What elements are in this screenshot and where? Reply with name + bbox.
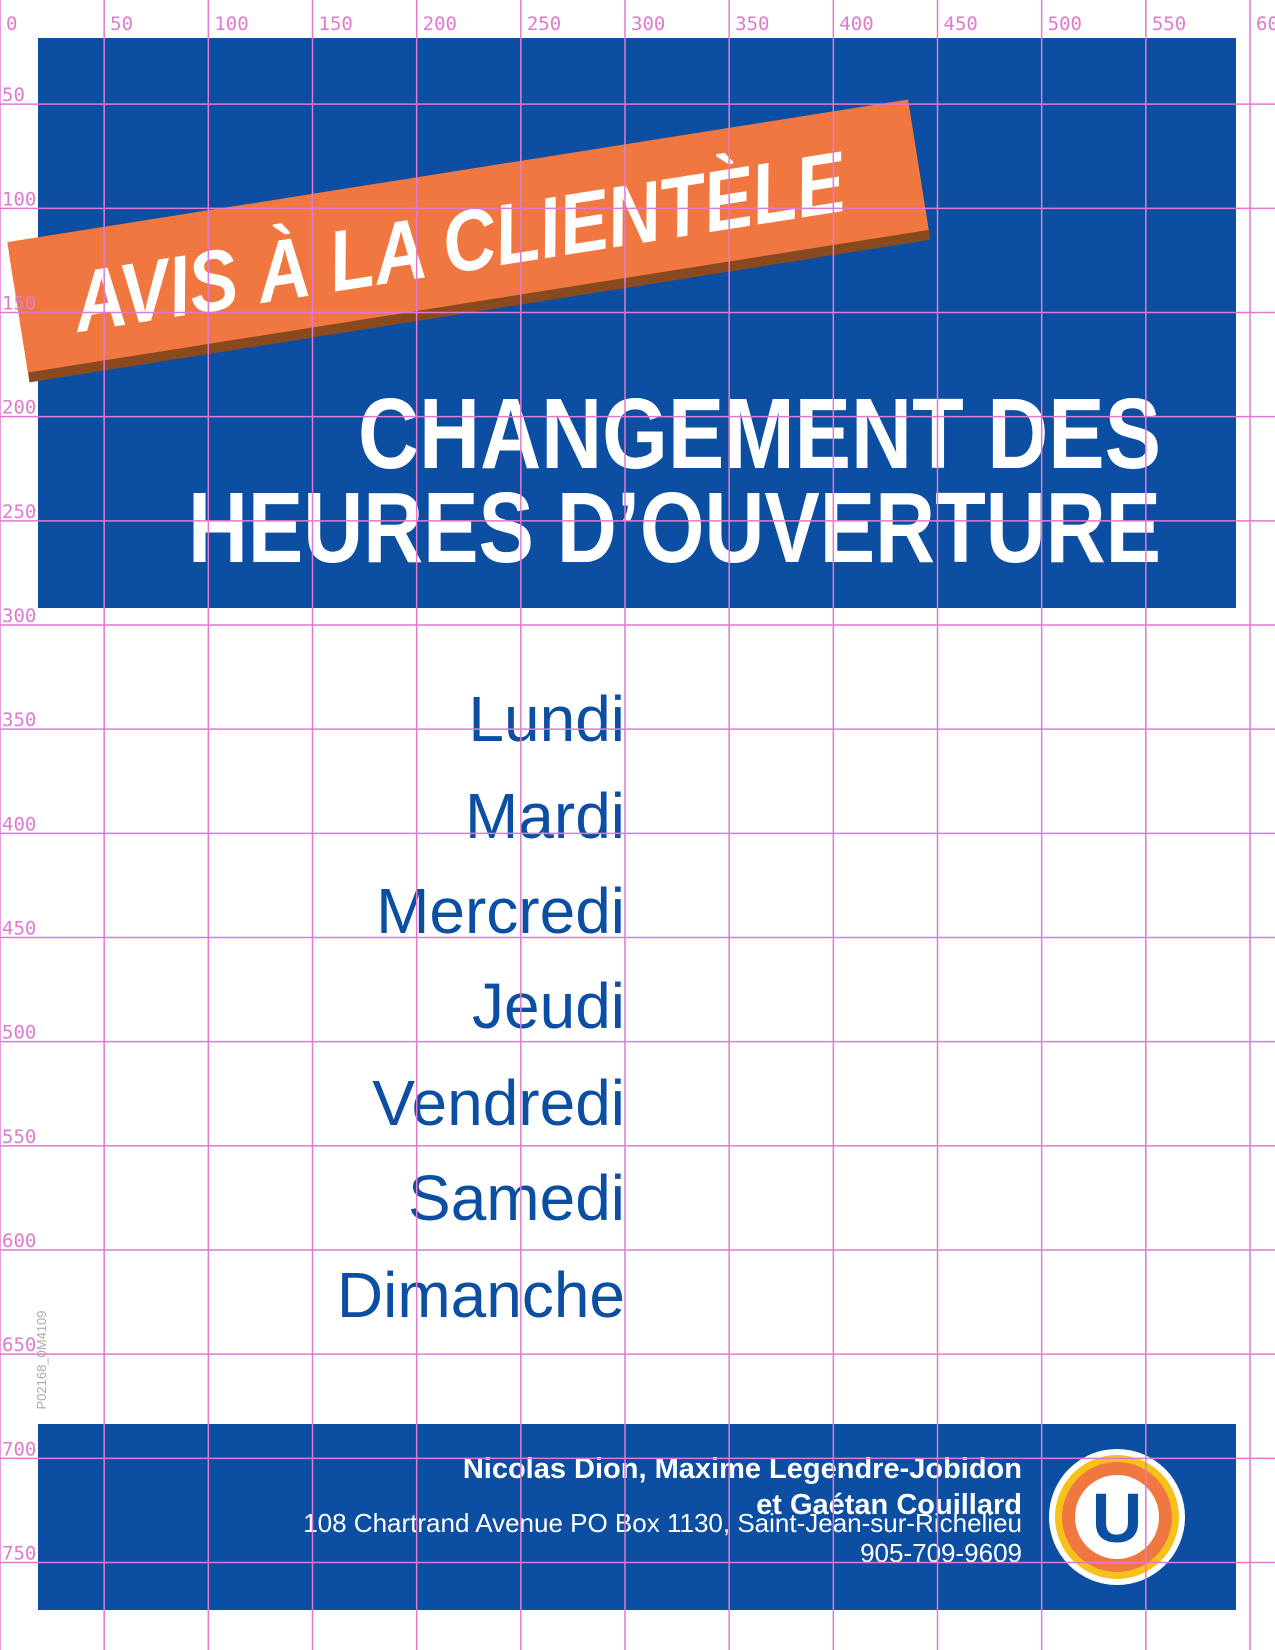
days-list: Lundi Mardi Mercredi Jeudi Vendredi Samedi Dim…	[337, 683, 625, 1331]
grid-label: 500	[1048, 13, 1082, 35]
day-label: Mercredi	[376, 875, 625, 947]
print-code: P02168_0M4109	[34, 1310, 49, 1409]
grid-label: 650	[2, 1334, 36, 1356]
banner-band	[7, 99, 929, 373]
grid-label: 600	[2, 1230, 36, 1252]
footer-panel	[38, 1424, 1236, 1610]
footer-names: et Gaétan Couillard	[756, 1489, 1022, 1521]
grid-label: 450	[2, 918, 36, 940]
grid-label: 550	[1152, 13, 1186, 35]
grid-label: 100	[2, 188, 36, 210]
day-label: Dimanche	[337, 1259, 625, 1331]
grid-label: 200	[2, 397, 36, 419]
logo-letter: U	[1092, 1479, 1143, 1557]
day-label: Samedi	[408, 1162, 625, 1234]
grid-label: 200	[423, 13, 457, 35]
footer-address: 108 Chartrand Avenue PO Box 1130, Saint-…	[303, 1508, 1022, 1538]
grid-label: 350	[735, 13, 769, 35]
logo-center	[1075, 1475, 1159, 1559]
grid-label: 450	[944, 13, 978, 35]
grid-label: 150	[2, 293, 36, 315]
grid-label: 50	[110, 13, 133, 35]
logo: U	[1049, 1449, 1185, 1585]
grid-label: 300	[2, 605, 36, 627]
day-label: Vendredi	[372, 1067, 625, 1139]
grid-label: 700	[2, 1438, 36, 1460]
day-label: Lundi	[468, 683, 625, 755]
grid-label: 50	[2, 84, 25, 106]
grid-label: 600	[1256, 13, 1275, 35]
footer-phone: 905-709-9609	[860, 1538, 1022, 1568]
grid-label: 150	[319, 13, 353, 35]
grid-label: 400	[2, 813, 36, 835]
day-label: Mardi	[465, 780, 625, 852]
grid-label: 100	[214, 13, 248, 35]
grid-label: 250	[2, 501, 36, 523]
day-label: Jeudi	[472, 970, 625, 1042]
grid-label: 550	[2, 1126, 36, 1148]
grid-label: 500	[2, 1022, 36, 1044]
grid-label: 350	[2, 709, 36, 731]
title-line: HEURES D’OUVERTURE	[188, 472, 1161, 584]
grid-label: 400	[839, 13, 873, 35]
grid-label: 750	[2, 1543, 36, 1565]
title-line: CHANGEMENT DES	[358, 378, 1161, 490]
grid-label: 250	[527, 13, 561, 35]
grid-label: 0	[6, 13, 17, 35]
grid-label: 300	[631, 13, 665, 35]
